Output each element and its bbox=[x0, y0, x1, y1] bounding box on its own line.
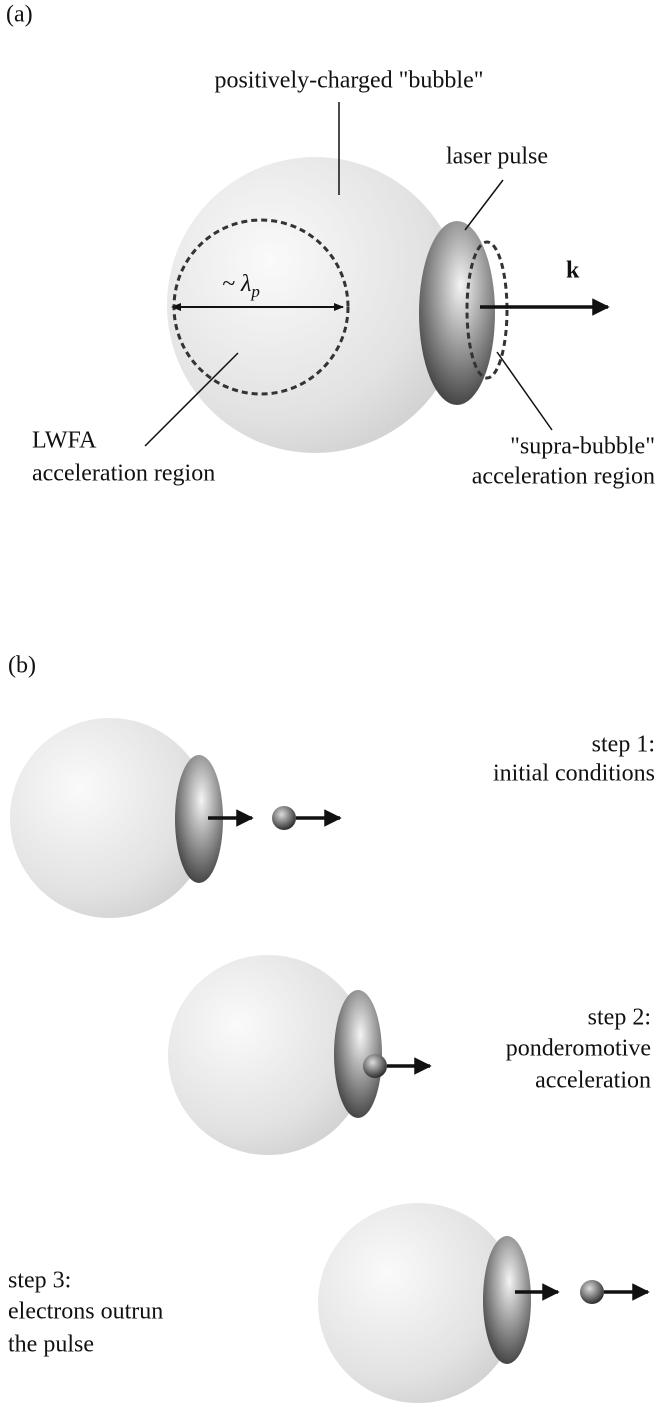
panel-label: (b) bbox=[8, 653, 36, 679]
step-text: step 3: bbox=[8, 1268, 71, 1294]
laser-pulse bbox=[483, 1236, 531, 1364]
bubble-label: positively-charged "bubble" bbox=[214, 68, 483, 94]
lwfa-label: LWFA bbox=[32, 428, 97, 454]
step-1: step 1: initial conditions bbox=[10, 718, 655, 918]
step-text: electrons outrun bbox=[8, 1299, 163, 1325]
step-3: step 3: electrons outrun the pulse bbox=[8, 1203, 648, 1403]
pulse-label: laser pulse bbox=[446, 144, 548, 170]
wavelength-subscript: p bbox=[250, 282, 260, 301]
bubble bbox=[167, 157, 463, 453]
step-2: step 2: ponderomotive acceleration bbox=[168, 955, 651, 1155]
leader bbox=[465, 180, 503, 230]
diagram: (a) ~ λp k positively-charged "bubble" l… bbox=[0, 0, 661, 1418]
step-text: ponderomotive bbox=[506, 1036, 651, 1062]
step-text: acceleration bbox=[535, 1068, 651, 1094]
electron bbox=[272, 806, 296, 830]
electron bbox=[580, 1280, 604, 1304]
supra-label: acceleration region bbox=[472, 464, 655, 490]
step-text: the pulse bbox=[8, 1332, 94, 1358]
step-text: initial conditions bbox=[493, 761, 655, 787]
step-text: step 1: bbox=[592, 732, 655, 758]
panel-label: (a) bbox=[6, 2, 33, 28]
leader bbox=[497, 352, 552, 430]
k-label: k bbox=[566, 258, 580, 284]
step-text: step 2: bbox=[588, 1005, 651, 1031]
laser-pulse bbox=[419, 221, 495, 405]
electron bbox=[363, 1054, 387, 1078]
lwfa-label: acceleration region bbox=[32, 461, 215, 487]
supra-label: "supra-bubble" bbox=[510, 434, 655, 460]
laser-pulse bbox=[334, 990, 382, 1118]
wavelength-symbol: ~ λ bbox=[222, 271, 251, 297]
